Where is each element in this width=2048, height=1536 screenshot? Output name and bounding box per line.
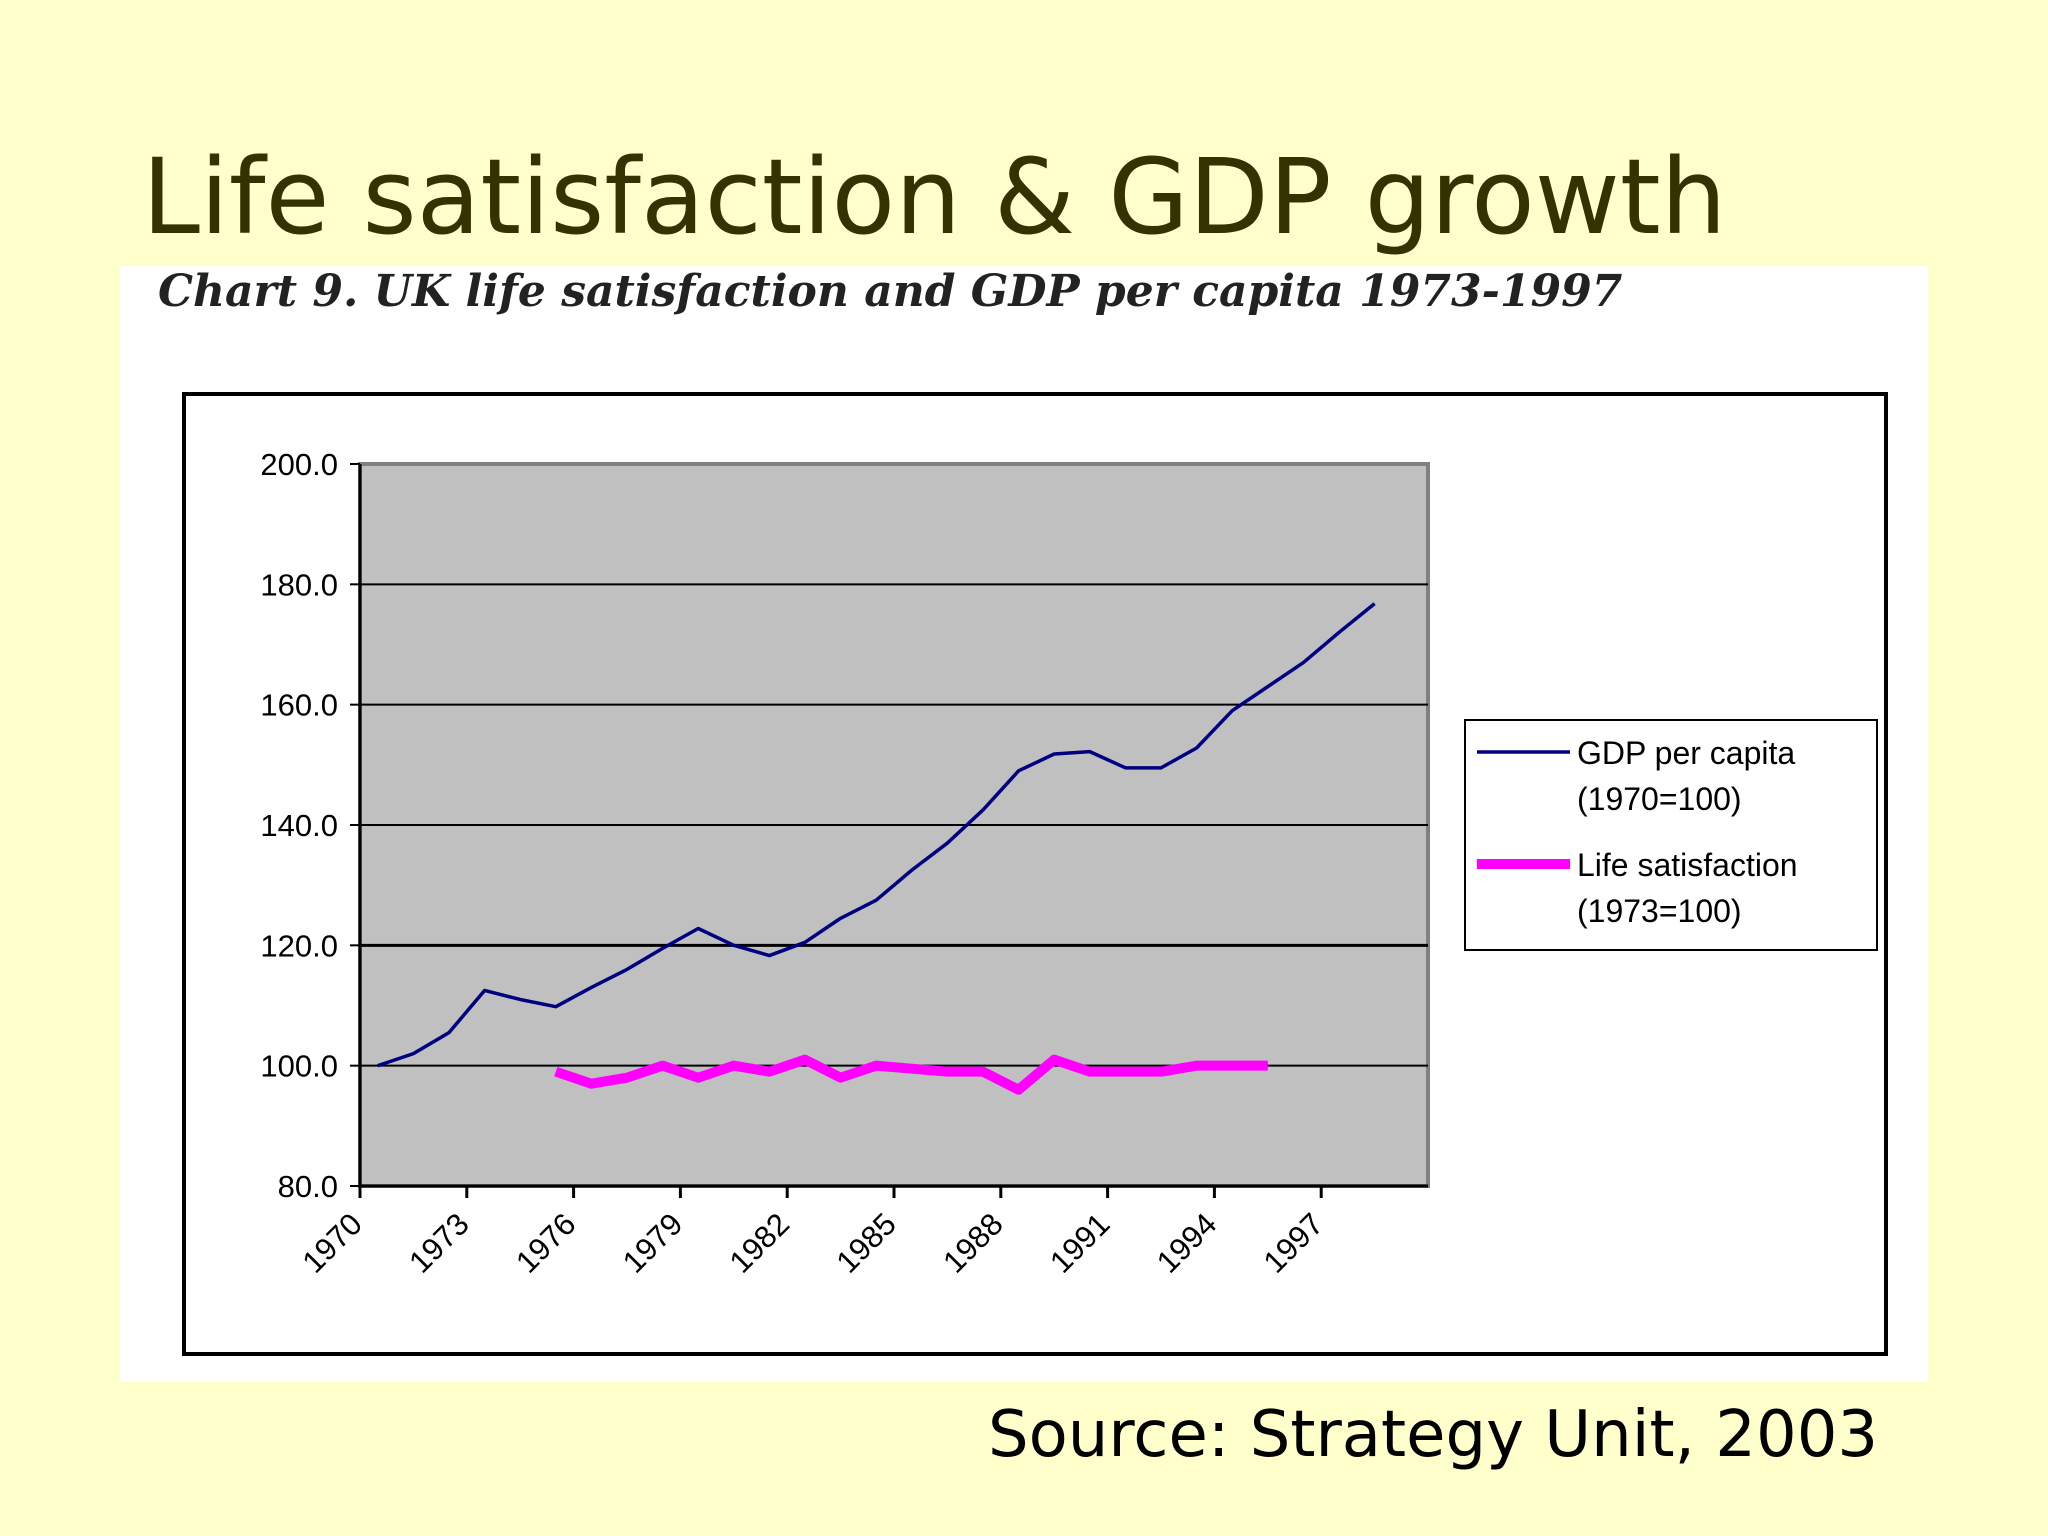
x-tick-label: 1970 <box>295 1206 369 1280</box>
chart-image: Chart 9. UK life satisfaction and GDP pe… <box>120 266 1928 1382</box>
y-tick-label: 180.0 <box>260 567 338 602</box>
x-tick-label: 1991 <box>1043 1206 1117 1280</box>
y-tick-label: 200.0 <box>260 447 338 482</box>
legend-box <box>1464 719 1878 951</box>
legend-label: GDP per capita <box>1577 735 1795 771</box>
y-tick-label: 140.0 <box>260 808 338 843</box>
x-tick-label: 1988 <box>936 1206 1010 1280</box>
y-tick-label: 160.0 <box>260 688 338 723</box>
y-tick-label: 80.0 <box>278 1169 338 1204</box>
slide-title: Life satisfaction & GDP growth <box>142 136 1727 258</box>
gdp-per-capita-line <box>377 602 1376 1068</box>
y-tick-label: 120.0 <box>260 928 338 963</box>
x-tick-label: 1997 <box>1257 1206 1331 1280</box>
x-tick-label: 1976 <box>509 1206 583 1280</box>
x-tick-label: 1982 <box>723 1206 797 1280</box>
x-axis-ticks: 1970 1973 1976 1979 1982 1985 1988 1991 1994 1997 <box>295 1186 1330 1280</box>
x-tick-label: 1979 <box>616 1206 690 1280</box>
chart-frame <box>182 392 1888 1356</box>
legend-label: (1970=100) <box>1577 781 1742 817</box>
x-tick-label: 1994 <box>1150 1206 1224 1280</box>
x-tick-label: 1985 <box>829 1206 903 1280</box>
life-satisfaction-line <box>554 1054 1268 1095</box>
source-note: Source: Strategy Unit, 2003 <box>988 1398 1879 1472</box>
y-axis-ticks: 200.0 180.0 160.0 140.0 120.0 100.0 80.0 <box>260 447 360 1204</box>
series-layer <box>377 602 1376 1095</box>
y-tick-label: 100.0 <box>260 1049 338 1084</box>
legend: GDP per capita (1970=100) Life satisfactio… <box>1464 719 1878 951</box>
chart-caption: Chart 9. UK life satisfaction and GDP pe… <box>158 266 1623 317</box>
legend-label: (1973=100) <box>1577 893 1742 929</box>
legend-label: Life satisfaction <box>1577 847 1798 883</box>
x-tick-label: 1973 <box>402 1206 476 1280</box>
